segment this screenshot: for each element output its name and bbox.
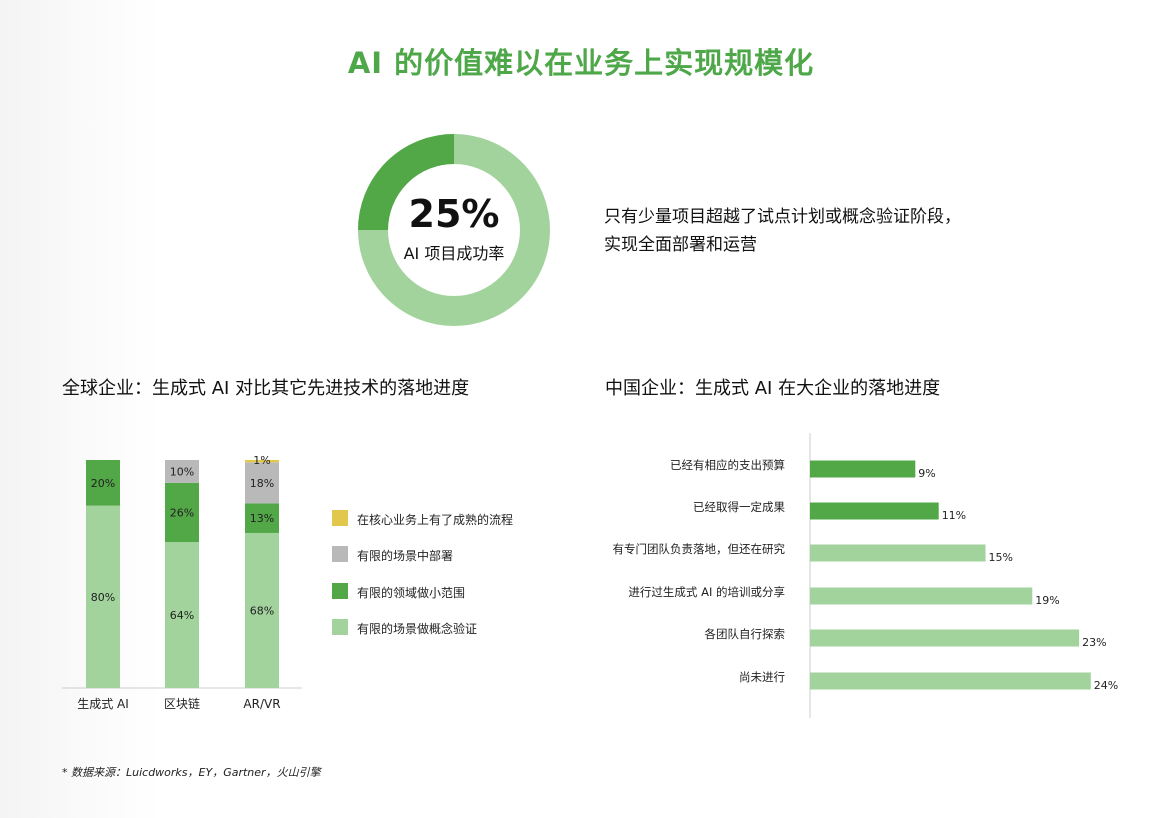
bar-segment — [245, 503, 279, 533]
data-label: 13% — [250, 512, 274, 525]
bar-segment — [165, 542, 199, 688]
source-note: * 数据来源：Luicdworks，EY，Gartner，火山引擎 — [62, 766, 321, 779]
category-label: AR/VR — [243, 697, 280, 711]
category-label: 有专门团队负责落地，但还在研究 — [613, 542, 786, 556]
data-label: 19% — [1035, 594, 1059, 607]
legend-label-limited-deploy: 有限的场景中部署 — [357, 549, 454, 563]
category-label: 区块链 — [164, 696, 200, 711]
bar-segment — [245, 532, 279, 688]
data-label: 11% — [942, 509, 966, 522]
page-title: AI 的价值难以在业务上实现规模化 — [347, 46, 815, 80]
category-label: 进行过生成式 AI 的培训或分享 — [628, 585, 785, 599]
bar — [810, 544, 986, 562]
data-label: 15% — [989, 551, 1013, 564]
data-label: 23% — [1082, 636, 1106, 649]
legend-label-small-scope: 有限的领域做小范围 — [357, 586, 466, 600]
bar — [810, 587, 1033, 605]
data-label: 80% — [91, 591, 115, 604]
donut-label: AI 项目成功率 — [403, 244, 505, 263]
category-label: 已经有相应的支出预算 — [670, 458, 785, 472]
global-section-title: 全球企业：生成式 AI 对比其它先进技术的落地进度 — [62, 378, 470, 399]
china-section-title: 中国企业：生成式 AI 在大企业的落地进度 — [605, 378, 941, 399]
bar-segment — [165, 460, 199, 483]
bar — [810, 502, 939, 520]
data-label: 1% — [253, 454, 270, 467]
data-label: 18% — [250, 477, 274, 490]
donut-ring-success — [358, 134, 455, 231]
legend-swatch-limited-deploy — [332, 546, 348, 562]
category-label: 尚未进行 — [739, 670, 785, 684]
donut-description-line2: 实现全面部署和运营 — [604, 235, 757, 255]
legend-swatch-mature — [332, 510, 348, 526]
data-label: 24% — [1094, 679, 1118, 692]
data-label: 10% — [170, 465, 194, 478]
bar — [810, 629, 1080, 647]
category-label: 生成式 AI — [77, 697, 129, 711]
bar-segment — [86, 460, 120, 506]
donut-value: 25% — [408, 192, 500, 236]
data-label: 26% — [170, 506, 194, 519]
bar-segment — [245, 462, 279, 504]
bar-segment — [245, 460, 279, 463]
category-label: 已经取得一定成果 — [693, 500, 785, 514]
horizontal-bar-chart: 已经有相应的支出预算 9% 已经取得一定成果 11% 有专门团队负责落地，但还在研究 15… — [613, 433, 1118, 718]
bar — [810, 460, 916, 478]
legend-swatch-small-scope — [332, 583, 348, 599]
category-label: 各团队自行探索 — [705, 627, 786, 641]
bar-segment — [165, 482, 199, 543]
data-label: 9% — [918, 467, 935, 480]
legend-swatch-poc — [332, 619, 348, 635]
donut-description-line1: 只有少量项目超越了试点计划或概念验证阶段， — [604, 207, 961, 227]
stacked-bar-chart: 80% 20% 生成式 AI 64% 26% 10% 区块链 68% 13% 18% 1% AR/VR — [62, 454, 302, 711]
bar — [810, 672, 1091, 690]
legend-label-mature: 在核心业务上有了成熟的流程 — [357, 513, 514, 527]
donut-description: 只有少量项目超越了试点计划或概念验证阶段， 实现全面部署和运营 — [604, 203, 1024, 259]
data-label: 64% — [170, 609, 194, 622]
donut-chart — [358, 134, 550, 326]
data-label: 20% — [91, 477, 115, 490]
bar-segment — [86, 505, 120, 688]
data-label: 68% — [250, 604, 274, 617]
legend-label-poc: 有限的场景做概念验证 — [357, 622, 478, 636]
